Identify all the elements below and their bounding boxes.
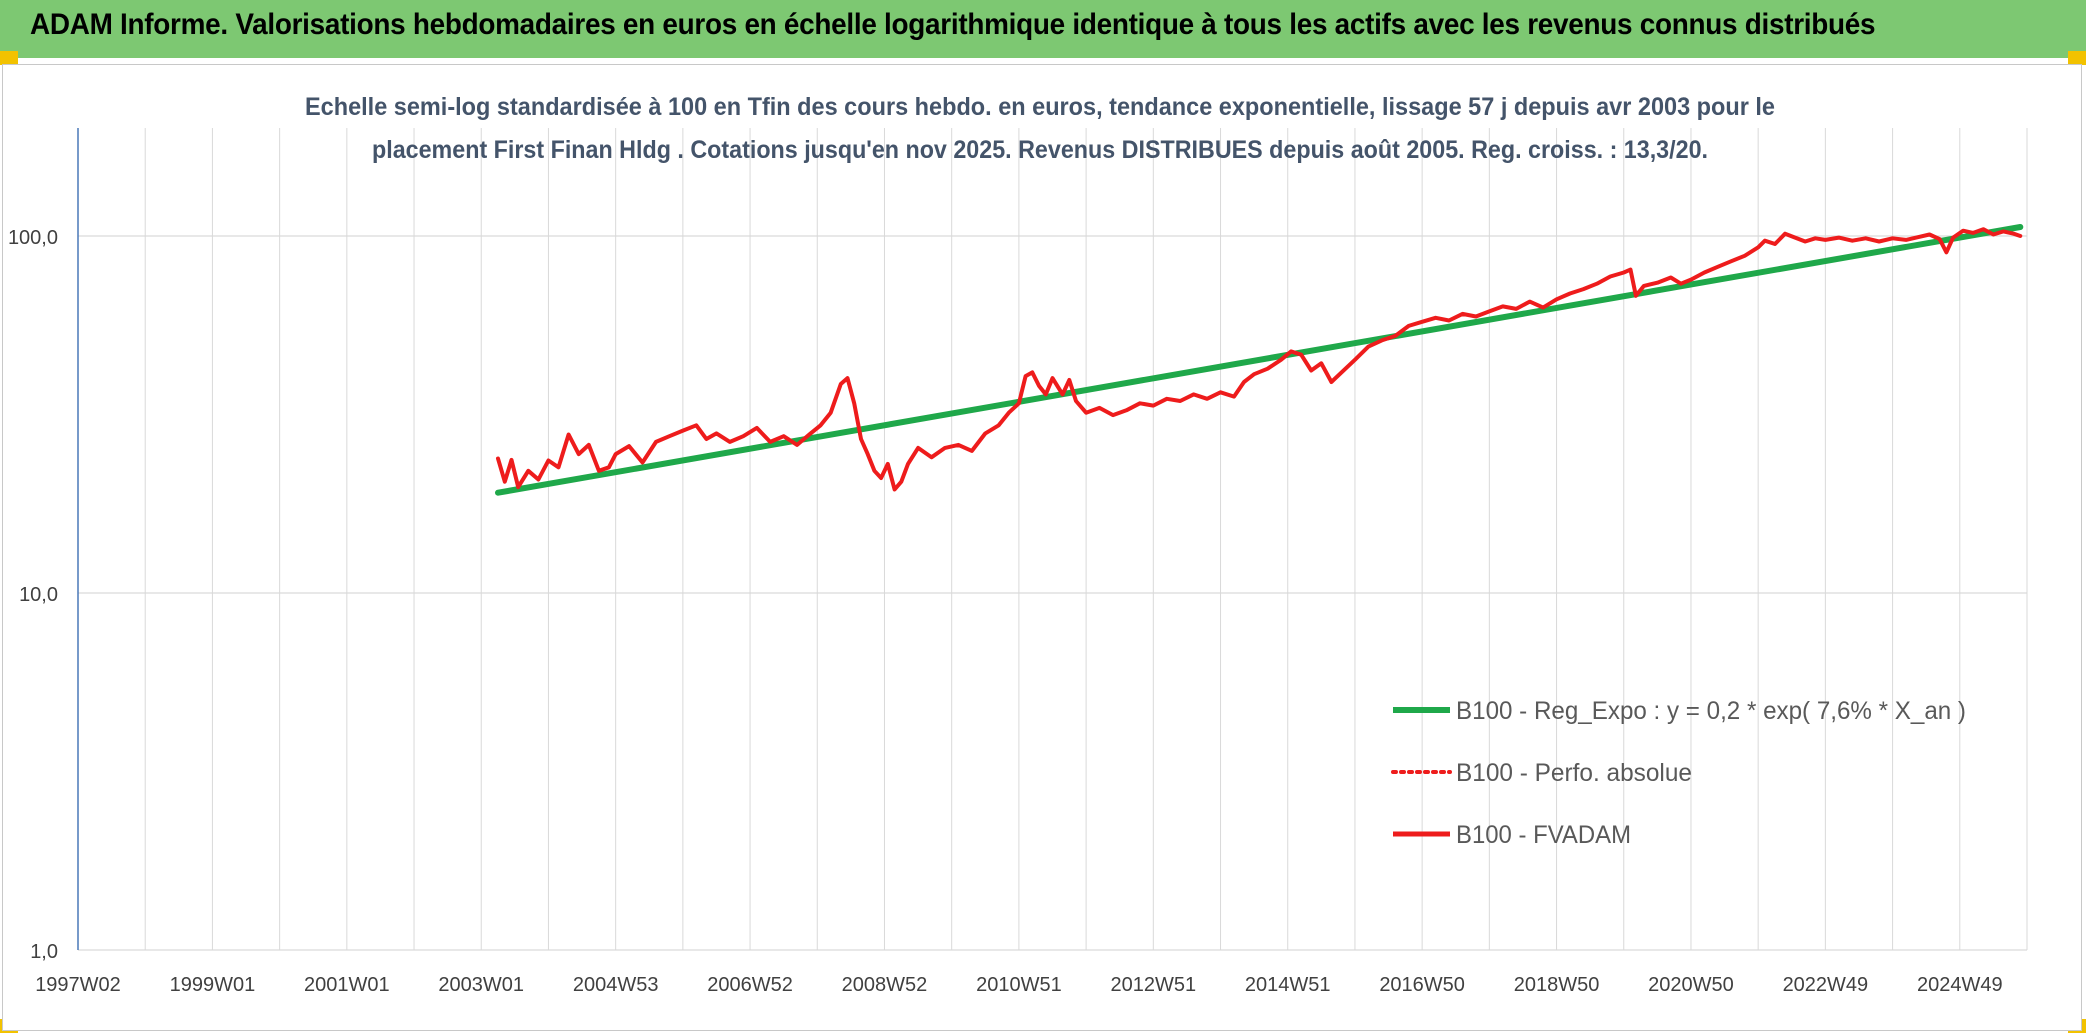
- legend-label: B100 - Reg_Expo : y = 0,2 * exp( 7,6% * …: [1456, 697, 1966, 725]
- x-tick-label: 2003W01: [438, 974, 524, 996]
- x-tick-label: 2008W52: [842, 974, 928, 996]
- chart-area: [2, 64, 2082, 1031]
- x-tick-label: 2012W51: [1110, 974, 1196, 996]
- x-tick-label: 2010W51: [976, 974, 1062, 996]
- y-tick-labels: 100,0 10,0 1,0: [8, 227, 58, 963]
- x-tick-label: 2020W50: [1648, 974, 1734, 996]
- x-tick-label: 2022W49: [1783, 974, 1869, 996]
- price-line: [496, 227, 2023, 492]
- trend-line: [495, 224, 2024, 496]
- x-tick-label: 2004W53: [573, 974, 659, 996]
- x-tick-labels: 1997W02 1999W01 2001W01 2003W01 2004W53 2006W…: [35, 974, 2002, 996]
- x-tick-label: 2001W01: [304, 974, 390, 996]
- series-layer: [495, 224, 2024, 496]
- chart-title-line2: placement First Finan Hldg . Cotations j…: [372, 136, 1708, 164]
- report-title: ADAM Informe. Valorisations hebdomadaire…: [30, 8, 1876, 41]
- vertical-gridlines: [144, 128, 2028, 950]
- corner-marker-left: [0, 51, 18, 65]
- y-tick-label: 1,0: [30, 941, 58, 963]
- chart-title-line1: Echelle semi-log standardisée à 100 en T…: [305, 93, 1775, 121]
- legend: B100 - Reg_Expo : y = 0,2 * exp( 7,6% * …: [1391, 697, 1966, 849]
- x-tick-label: 2024W49: [1917, 974, 2003, 996]
- x-tick-label: 1999W01: [170, 974, 256, 996]
- legend-label: B100 - FVADAM: [1456, 821, 1631, 849]
- y-tick-label: 100,0: [8, 227, 58, 249]
- x-tick-label: 2018W50: [1514, 974, 1600, 996]
- y-tick-label: 10,0: [19, 584, 58, 606]
- horizontal-gridlines: [78, 235, 2027, 951]
- x-tick-label: 2016W50: [1379, 974, 1465, 996]
- corner-marker-right: [2068, 51, 2086, 65]
- x-tick-label: 2006W52: [707, 974, 793, 996]
- x-tick-label: 1997W02: [35, 974, 121, 996]
- header-banner: ADAM Informe. Valorisations hebdomadaire…: [0, 0, 2086, 58]
- legend-label: B100 - Perfo. absolue: [1456, 759, 1692, 787]
- x-tick-label: 2014W51: [1245, 974, 1331, 996]
